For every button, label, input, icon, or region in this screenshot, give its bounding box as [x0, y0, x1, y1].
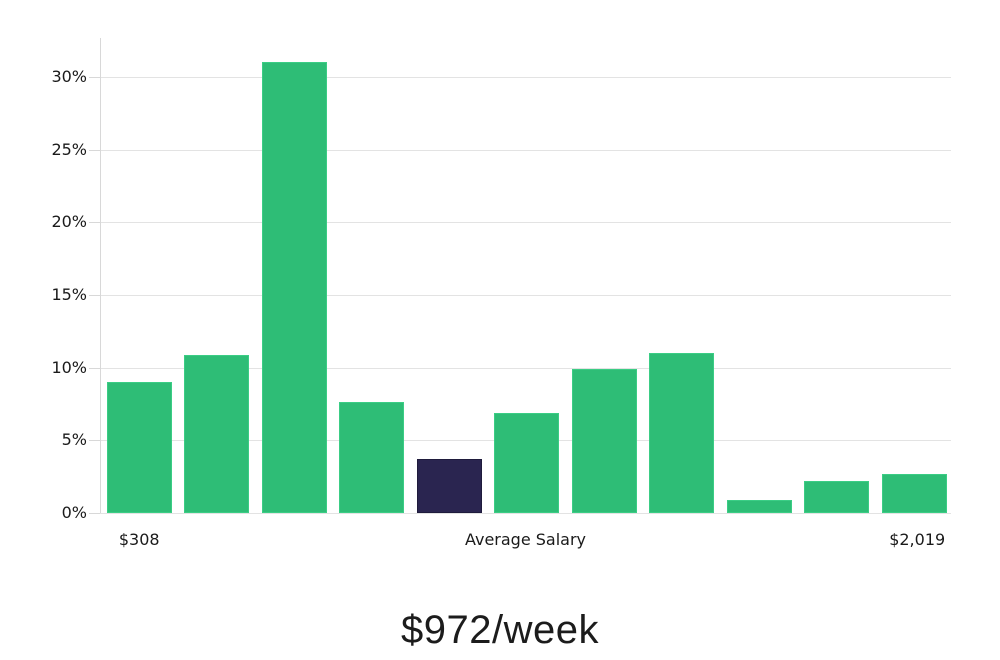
- y-axis-tick-mark: [89, 440, 100, 442]
- y-axis-tick-mark: [89, 149, 100, 151]
- bar-salary-bin-8: [649, 353, 715, 513]
- y-axis-line: [100, 38, 101, 513]
- y-axis-tick-mark: [89, 76, 100, 78]
- y-axis-tick-mark: [89, 367, 100, 369]
- gridline-10%: [100, 367, 951, 369]
- bar-salary-bin-10: [804, 481, 870, 513]
- gridline-25%: [100, 149, 951, 151]
- x-axis-label-max-salary: $2,019: [889, 530, 946, 549]
- x-axis-label-min-salary: $308: [118, 530, 160, 549]
- gridline-30%: [100, 76, 951, 78]
- y-axis-tick-label: 15%: [51, 284, 87, 304]
- y-axis-tick-label: 5%: [61, 430, 87, 450]
- gridline-0%: [100, 513, 951, 514]
- y-axis-tick-mark: [89, 222, 100, 224]
- bar-salary-bin-3: [261, 62, 327, 513]
- bar-salary-bin-9: [726, 500, 792, 513]
- gridline-20%: [100, 222, 951, 224]
- bar-salary-bin-1: [106, 382, 172, 513]
- highlighted-bar-average-salary-bin: [416, 459, 482, 513]
- y-axis-tick-label: 20%: [51, 212, 87, 232]
- bar-salary-bin-7: [571, 369, 637, 513]
- chart-title-average-weekly-salary: $972/week: [401, 608, 599, 652]
- x-axis-label-average-salary: Average Salary: [464, 530, 587, 549]
- bar-salary-bin-4: [339, 402, 405, 513]
- y-axis-tick-mark: [89, 513, 100, 514]
- bar-salary-bin-11: [881, 474, 947, 513]
- bar-salary-bin-6: [494, 413, 560, 513]
- gridline-15%: [100, 294, 951, 296]
- y-axis-tick-mark: [89, 294, 100, 296]
- bar-salary-bin-2: [184, 355, 250, 513]
- y-axis-tick-label: 0%: [61, 503, 87, 522]
- y-axis-tick-label: 25%: [51, 139, 87, 159]
- y-axis-tick-label: 10%: [51, 357, 87, 377]
- y-axis-tick-label: 30%: [51, 66, 87, 86]
